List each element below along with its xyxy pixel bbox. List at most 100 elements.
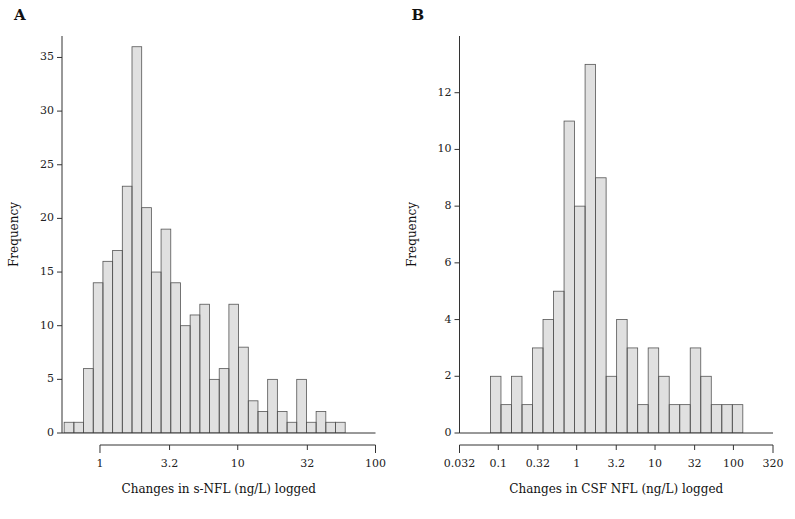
x-tick-label: 10 <box>231 457 245 470</box>
y-tick <box>455 433 460 434</box>
histogram-bar <box>190 315 200 433</box>
y-tick-label: 10 <box>438 142 452 155</box>
y-axis-label: Frequency <box>7 202 21 267</box>
y-tick-label: 15 <box>40 265 54 278</box>
y-tick <box>57 57 62 58</box>
histogram-bar <box>511 376 522 433</box>
x-tick <box>459 445 460 453</box>
histogram-bar <box>239 347 249 433</box>
x-axis-line <box>62 433 376 434</box>
y-tick-label: 35 <box>40 50 54 63</box>
y-tick-label: 10 <box>40 319 54 332</box>
histogram-bar <box>219 369 229 433</box>
x-tick-label: 0.32 <box>526 457 551 470</box>
y-tick-label: 12 <box>438 86 452 99</box>
y-tick <box>455 206 460 207</box>
histogram-bar <box>151 272 161 433</box>
histogram-bar <box>543 320 554 433</box>
x-tick-label: 100 <box>723 457 744 470</box>
x-tick <box>616 445 617 450</box>
histogram-bar <box>113 251 123 433</box>
y-tick <box>455 92 460 93</box>
x-tick-label: 10 <box>648 457 662 470</box>
x-tick-label: 320 <box>763 457 784 470</box>
y-tick <box>57 272 62 273</box>
histogram-bar <box>627 348 638 433</box>
y-tick <box>57 379 62 380</box>
x-tick <box>307 445 308 450</box>
y-tick-label: 30 <box>40 104 54 117</box>
x-tick <box>99 445 100 453</box>
histogram-bar <box>606 376 617 433</box>
histogram-bar <box>638 405 649 433</box>
background <box>0 0 795 519</box>
histogram-bar <box>277 412 287 433</box>
x-tick <box>655 445 656 450</box>
x-tick <box>169 445 170 450</box>
histogram-bar <box>501 405 512 433</box>
histogram-bar <box>210 379 220 433</box>
histogram-bar <box>690 348 701 433</box>
y-tick <box>57 433 62 434</box>
histogram-bar <box>554 291 565 433</box>
y-tick <box>57 111 62 112</box>
x-tick-label: 3.2 <box>608 457 626 470</box>
histogram-bar <box>659 376 670 433</box>
bars <box>64 47 345 433</box>
x-tick <box>694 445 695 450</box>
x-tick <box>237 445 238 450</box>
x-tick <box>537 445 538 450</box>
histogram-bar <box>585 64 596 433</box>
y-tick <box>455 376 460 377</box>
histogram-bar <box>701 376 712 433</box>
histogram-bar <box>142 208 152 433</box>
histogram-bar <box>336 422 346 433</box>
y-tick <box>455 319 460 320</box>
histogram-bar <box>93 283 103 433</box>
x-tick-label: 100 <box>365 457 386 470</box>
histogram-bar <box>680 405 691 433</box>
histogram-bar <box>732 405 743 433</box>
x-axis-label: Changes in s-NFL (ng/L) logged <box>121 482 316 496</box>
histogram-bar <box>533 348 544 433</box>
x-tick <box>733 445 734 450</box>
y-tick-label: 2 <box>445 369 452 382</box>
y-axis-line <box>62 36 63 433</box>
y-tick <box>455 262 460 263</box>
histogram-bar <box>316 412 326 433</box>
histogram-bar <box>84 369 94 433</box>
x-tick-label: 3.2 <box>161 457 179 470</box>
histogram-bar <box>122 186 132 433</box>
panel: 0510152025303513.21032100Changes in s-NF… <box>7 6 386 496</box>
panel: 0246810120.0320.10.3213.21032100320Chang… <box>405 6 784 496</box>
panel-label: B <box>412 6 425 24</box>
x-tick <box>498 445 499 450</box>
panel-label: A <box>13 6 26 24</box>
histogram-bar <box>268 379 278 433</box>
y-tick-label: 25 <box>40 158 54 171</box>
histogram-bar <box>669 405 680 433</box>
histogram-bar <box>103 261 113 433</box>
histogram-bar <box>596 178 607 433</box>
y-tick-label: 20 <box>40 211 54 224</box>
histogram-bar <box>575 206 586 433</box>
y-tick-label: 5 <box>47 372 54 385</box>
histogram-bar <box>617 320 628 433</box>
y-tick <box>57 325 62 326</box>
histogram-bar <box>229 304 239 433</box>
y-tick-label: 6 <box>445 256 452 269</box>
y-axis-line <box>459 36 460 433</box>
histogram-bar <box>722 405 733 433</box>
x-tick-label: 1 <box>96 457 103 470</box>
y-tick <box>57 218 62 219</box>
x-tick <box>576 445 577 450</box>
histogram-bar <box>297 379 307 433</box>
histogram-bar <box>490 376 501 433</box>
y-tick <box>57 164 62 165</box>
histogram-bar <box>711 405 722 433</box>
y-tick-label: 4 <box>445 313 452 326</box>
histogram-bar <box>171 283 181 433</box>
histogram-bar <box>64 422 74 433</box>
x-tick-label: 0.032 <box>444 457 476 470</box>
bars <box>490 64 742 433</box>
